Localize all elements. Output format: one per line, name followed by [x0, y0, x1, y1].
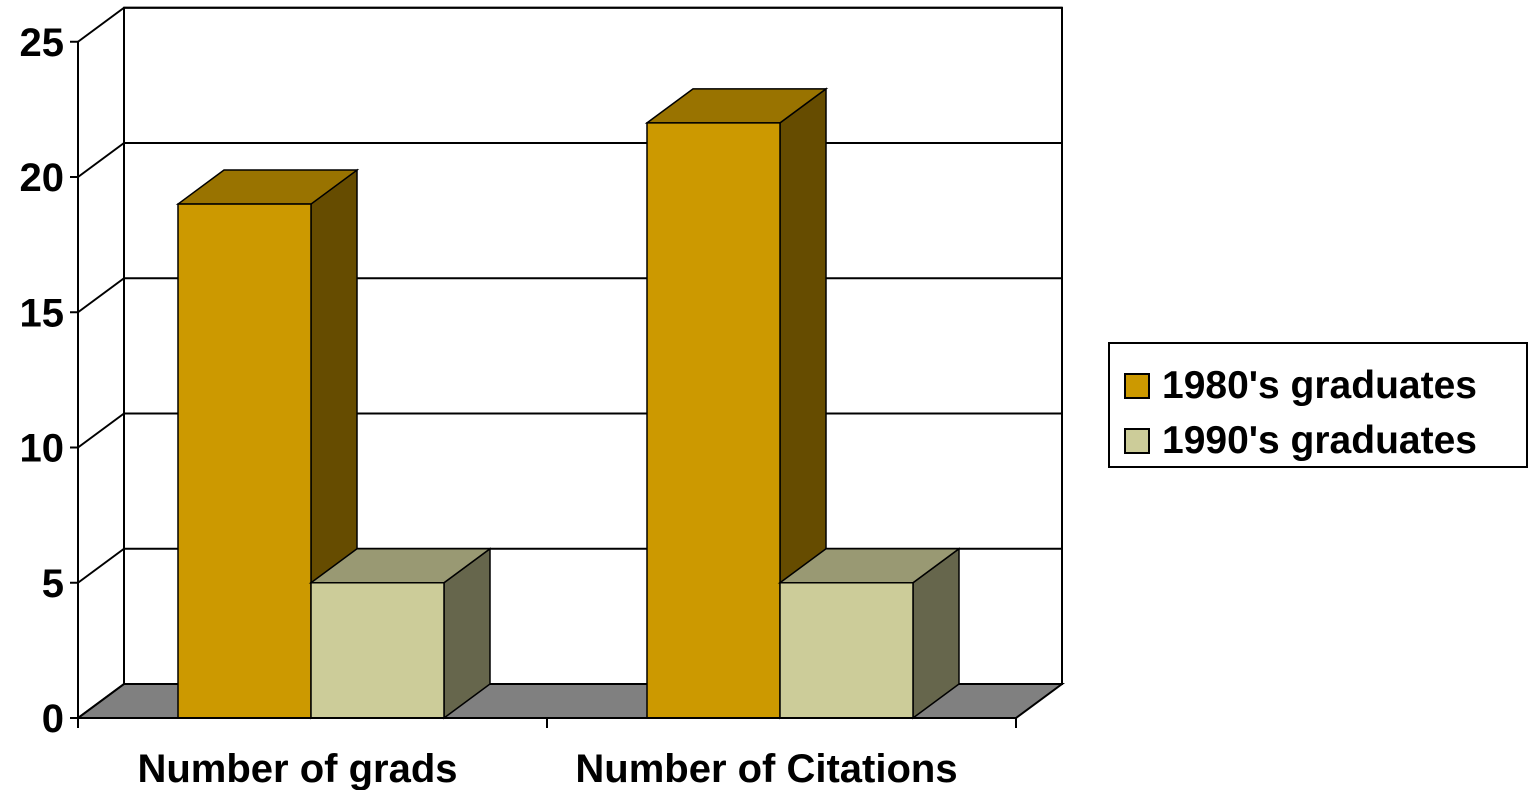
gridline-side — [77, 6, 125, 43]
x-tick-label: Number of Citations — [575, 747, 957, 790]
y-tick-label: 10 — [20, 427, 65, 471]
bars — [175, 87, 962, 720]
gridline-side — [77, 277, 125, 314]
bar-front — [646, 122, 781, 719]
y-tick-label: 20 — [20, 156, 65, 200]
y-tick-label: 15 — [20, 291, 65, 335]
y-tick-label: 25 — [20, 21, 65, 65]
legend-label-1980s: 1980's graduates — [1162, 364, 1477, 407]
y-tick-label: 0 — [42, 697, 64, 741]
x-tick-label: Number of grads — [137, 747, 457, 790]
gridline-side — [77, 142, 125, 178]
x-axis: Number of grads Number of Citations — [77, 717, 1017, 790]
legend-label-1990s: 1990's graduates — [1162, 419, 1477, 462]
legend-item-1990s: 1990's graduates — [1124, 419, 1477, 462]
bar — [308, 547, 493, 720]
y-axis: 0 5 10 15 20 25 — [20, 21, 79, 741]
legend: 1980's graduates 1990's graduates — [1108, 342, 1528, 468]
y-tick-label: 5 — [42, 562, 64, 606]
legend-swatch-1980s — [1124, 373, 1150, 399]
bar-front — [310, 582, 445, 719]
bar-front — [177, 203, 312, 719]
bar — [777, 547, 962, 720]
legend-swatch-1990s — [1124, 428, 1150, 454]
legend-item-1980s: 1980's graduates — [1124, 364, 1477, 407]
bar-front — [779, 582, 914, 719]
gridline-side — [77, 683, 125, 719]
gridline-side — [77, 412, 125, 449]
gridline-side — [77, 547, 125, 584]
